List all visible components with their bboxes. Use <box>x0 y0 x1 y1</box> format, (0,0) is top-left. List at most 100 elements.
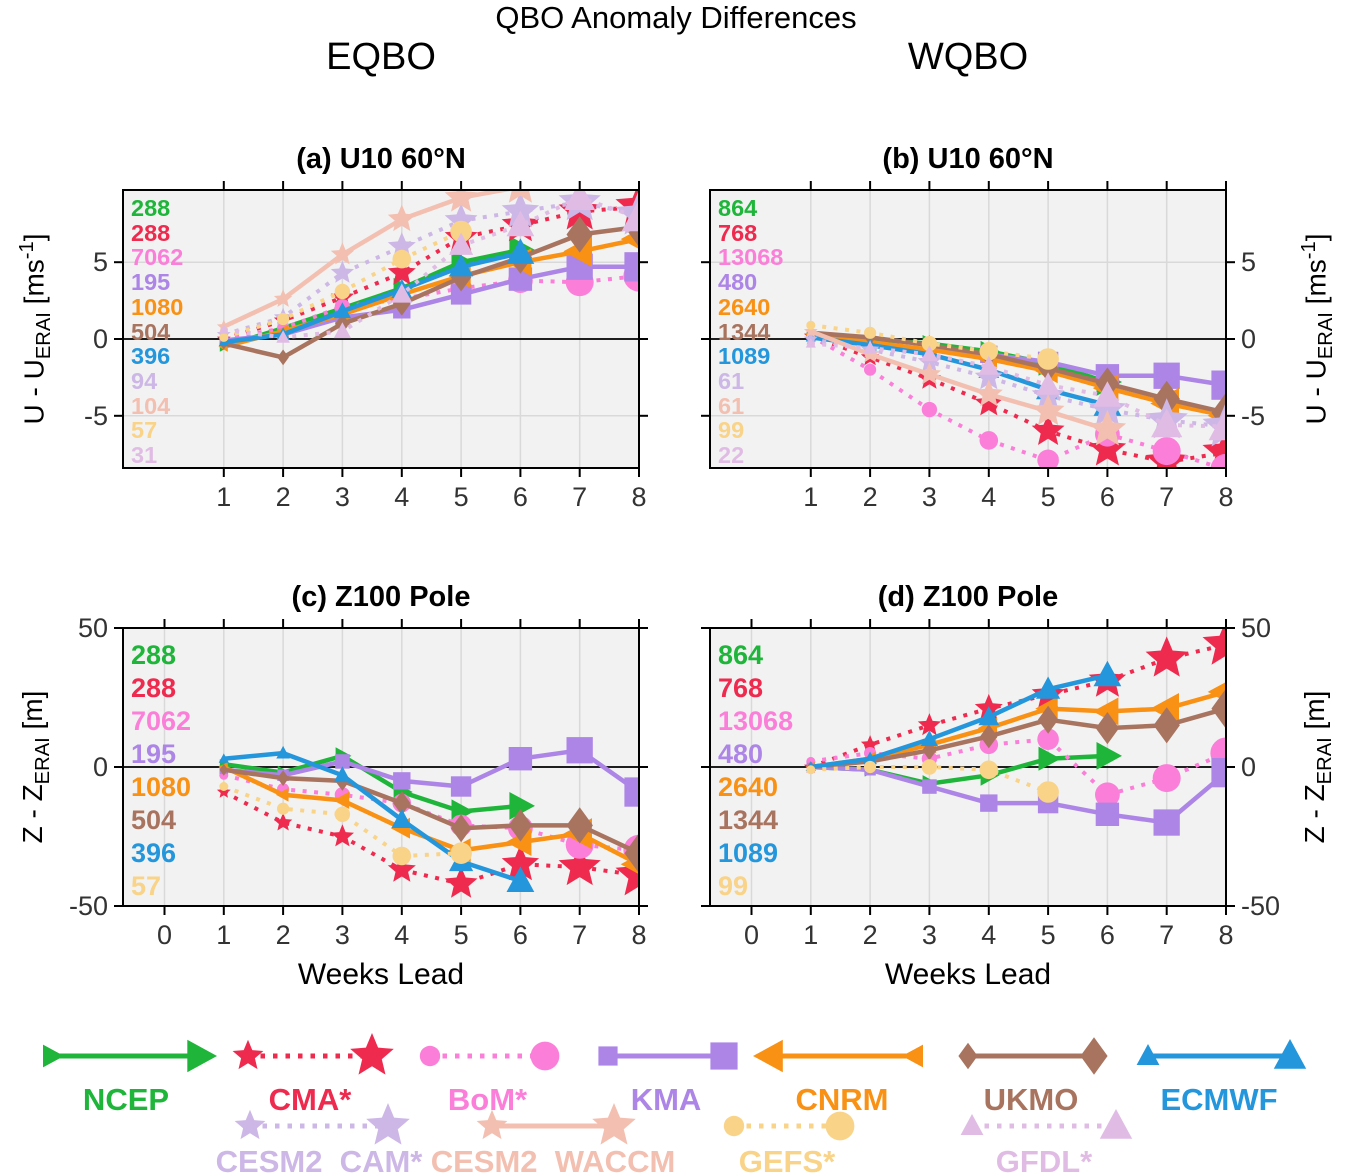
marker-CMA-w7 <box>558 844 601 886</box>
count-GEFS: 99 <box>718 417 745 444</box>
marker-CMA-w5 <box>1031 413 1065 445</box>
marker-CESM2_CAM-w4 <box>387 232 416 259</box>
x-tick-label: 4 <box>394 920 409 950</box>
count-CNRM: 1080 <box>131 293 184 320</box>
marker-KMA-w6 <box>1095 802 1120 826</box>
x-tick-label: 5 <box>454 920 469 950</box>
count-BoM: 7062 <box>131 244 184 271</box>
marker-CMA-w5 <box>444 866 478 898</box>
marker-UKMO-w6 <box>1095 712 1120 745</box>
legend-marker-CESM2_CAM-left <box>234 1109 266 1140</box>
marker-GFDL-w6 <box>1093 381 1122 407</box>
marker-CESM2_WACCM-w5 <box>444 190 478 212</box>
panel-a-series <box>216 190 639 366</box>
panel-c: 0 1 2 3 4 5 6 7 8 50 0 -50 <box>69 613 648 950</box>
legend-marker-CESM2_WACCM-right <box>592 1103 636 1145</box>
count-UKMO: 1344 <box>718 805 779 835</box>
column-title-eqbo: EQBO <box>326 36 436 78</box>
marker-UKMO-w7 <box>566 216 593 253</box>
marker-ECMWF-w2 <box>276 745 290 759</box>
series-line-CESM2_WACCM <box>809 329 1109 432</box>
marker-GFDL-w7 <box>564 190 596 210</box>
legend-marker-KMA-left <box>598 1046 618 1066</box>
marker-UKMO-w7 <box>1153 707 1180 744</box>
x-tick-label: 6 <box>1100 482 1115 512</box>
y-tick-label: 0 <box>93 752 108 782</box>
marker-CESM2_WACCM-w4 <box>974 379 1003 407</box>
panel-b: 1 2 3 4 5 6 7 8 5 0 -5 <box>701 181 1265 512</box>
y-tick-label: 5 <box>93 247 108 277</box>
marker-GEFS-w5 <box>1037 781 1059 803</box>
x-tick-label: 5 <box>454 482 469 512</box>
legend-label-GFDL: GFDL* <box>995 1144 1093 1174</box>
count-ECMWF: 1089 <box>718 343 771 370</box>
legend-label-CESM2_CAM: CESM2_CAM* <box>215 1144 423 1174</box>
marker-UKMO-w2 <box>277 349 289 366</box>
marker-GFDL-w8 <box>621 199 639 232</box>
count-CMA: 768 <box>718 219 758 246</box>
marker-GFDL-w2 <box>276 330 290 343</box>
x-axis-label-left: Weeks Lead <box>297 958 465 991</box>
legend-label-CMA: CMA* <box>268 1082 352 1117</box>
marker-GEFS-w2 <box>864 760 877 774</box>
x-tick-label: 2 <box>863 482 878 512</box>
x-tick-label: 8 <box>631 920 646 950</box>
y-tick-label: -50 <box>69 891 108 921</box>
x-tick-label: 1 <box>803 920 818 950</box>
x-tick-label: 3 <box>335 920 350 950</box>
count-CESM2_CAM: 94 <box>131 367 158 394</box>
count-BoM: 13068 <box>718 706 794 736</box>
marker-UKMO-w2 <box>277 770 289 786</box>
legend-item-KMA <box>598 1042 738 1070</box>
legend-marker-NCEP-right <box>187 1039 217 1073</box>
marker-ECMWF-w5 <box>1036 676 1061 699</box>
legend-marker-CESM2_WACCM-left <box>476 1109 508 1140</box>
series-line-GFDL <box>810 341 1226 429</box>
marker-ECMWF-w6 <box>506 866 535 892</box>
marker-GFDL-w6 <box>506 210 535 237</box>
count-CNRM: 1080 <box>131 772 192 802</box>
legend-marker-CNRM-left <box>753 1039 783 1073</box>
x-tick-label: 2 <box>863 920 878 950</box>
sample-counts-b: 864 768 13068 480 2640 1344 1089 61 61 99 22 <box>718 196 783 468</box>
marker-GEFS-w2 <box>277 312 290 326</box>
marker-KMA-w3 <box>922 779 937 794</box>
marker-KMA-w4 <box>980 794 998 812</box>
x-tick-label: 3 <box>335 482 350 512</box>
legend-label-GEFS: GEFS* <box>738 1144 836 1174</box>
figure-title: QBO Anomaly Differences <box>495 0 857 35</box>
panel-b-frame <box>709 189 1227 469</box>
count-CNRM: 2640 <box>718 772 779 802</box>
marker-KMA-w8 <box>1211 758 1226 788</box>
legend-marker-ECMWF-left <box>1136 1044 1160 1065</box>
x-tick-label: 5 <box>1041 920 1056 950</box>
x-tick-label: 3 <box>922 920 937 950</box>
marker-UKMO-w8 <box>624 833 639 874</box>
marker-NCEP-w6 <box>1096 742 1122 770</box>
marker-CESM2_CAM-w6 <box>501 191 540 228</box>
panel-d-series <box>803 628 1226 836</box>
legend-marker-GFDL-left <box>960 1114 984 1135</box>
marker-CESM2_WACCM-w5 <box>1031 394 1065 426</box>
marker-BoM-w6 <box>1095 782 1120 808</box>
count-GFDL: 22 <box>718 442 745 469</box>
marker-GEFS-w3 <box>921 335 938 352</box>
marker-GFDL-w3 <box>333 322 351 339</box>
marker-GEFS-w1 <box>219 782 229 791</box>
y-tick-label: 5 <box>1241 247 1256 277</box>
marker-CMA-w8 <box>615 850 639 896</box>
marker-GEFS-w4 <box>979 760 999 780</box>
marker-CESM2_WACCM-w6 <box>508 190 532 203</box>
legend-marker-KMA-right <box>710 1042 738 1070</box>
y-tick-label: 50 <box>1241 613 1271 643</box>
marker-GFDL-w4 <box>978 355 1000 375</box>
marker-CMA-w6 <box>1088 429 1127 466</box>
marker-CESM2_CAM-w4 <box>974 362 1003 390</box>
marker-GEFS-w1 <box>806 320 816 330</box>
marker-ECMWF-w5 <box>449 254 474 277</box>
marker-GFDL-w3 <box>920 345 938 362</box>
x-axis-label-right: Weeks Lead <box>884 958 1052 991</box>
marker-CMA-w1 <box>216 784 231 798</box>
marker-ECMWF-w1 <box>218 753 229 763</box>
x-tick-label: 0 <box>157 920 172 950</box>
